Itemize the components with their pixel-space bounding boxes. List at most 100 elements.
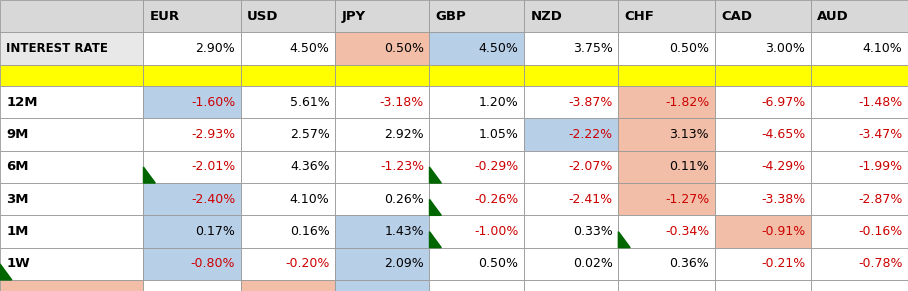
Bar xyxy=(618,151,715,183)
Text: 3.17%: 3.17% xyxy=(384,290,424,291)
Text: AUD: AUD xyxy=(817,10,849,23)
Text: 0.50%: 0.50% xyxy=(669,42,709,55)
Bar xyxy=(143,0,241,32)
Text: 0.50%: 0.50% xyxy=(479,257,518,270)
Bar xyxy=(241,32,335,65)
Text: 0.11%: 0.11% xyxy=(669,160,709,173)
Bar xyxy=(811,183,908,215)
Text: 4.10%: 4.10% xyxy=(290,193,330,206)
Bar xyxy=(143,215,241,248)
Bar xyxy=(143,65,241,86)
Bar xyxy=(715,280,811,291)
Text: 3.13%: 3.13% xyxy=(669,128,709,141)
Text: 5.61%: 5.61% xyxy=(290,96,330,109)
Text: 0.50%: 0.50% xyxy=(384,42,424,55)
Bar xyxy=(811,86,908,118)
Bar xyxy=(811,280,908,291)
Bar xyxy=(0,183,143,215)
Bar xyxy=(429,151,524,183)
Bar xyxy=(618,183,715,215)
Text: -0.78%: -0.78% xyxy=(858,257,903,270)
Bar xyxy=(241,118,335,151)
Bar xyxy=(241,151,335,183)
Bar xyxy=(335,0,429,32)
Text: -0.80%: -0.80% xyxy=(191,257,235,270)
Bar xyxy=(811,65,908,86)
Bar xyxy=(335,215,429,248)
Bar xyxy=(335,280,429,291)
Bar xyxy=(715,65,811,86)
Text: 0.26%: 0.26% xyxy=(384,193,424,206)
Bar xyxy=(143,248,241,280)
Bar xyxy=(241,215,335,248)
Text: 0.16%: 0.16% xyxy=(290,225,330,238)
Bar xyxy=(335,65,429,86)
Text: 0.94%: 0.94% xyxy=(479,290,518,291)
Bar xyxy=(524,65,618,86)
Bar xyxy=(811,0,908,32)
Bar xyxy=(618,215,715,248)
Text: -0.20%: -0.20% xyxy=(285,257,330,270)
Text: 2.09%: 2.09% xyxy=(384,257,424,270)
Text: 2.57%: 2.57% xyxy=(290,128,330,141)
Text: EUR: EUR xyxy=(150,10,180,23)
Text: -4.65%: -4.65% xyxy=(761,128,805,141)
Bar xyxy=(0,248,143,280)
Text: -2.22%: -2.22% xyxy=(568,128,613,141)
Bar xyxy=(143,86,241,118)
Bar xyxy=(0,118,143,151)
Bar xyxy=(429,0,524,32)
Bar xyxy=(429,280,524,291)
Bar xyxy=(0,65,143,86)
Text: 0.02%: 0.02% xyxy=(573,257,613,270)
Bar xyxy=(524,280,618,291)
Bar xyxy=(811,118,908,151)
Polygon shape xyxy=(429,167,441,183)
Text: 0.47%: 0.47% xyxy=(669,290,709,291)
Text: USD: USD xyxy=(247,10,279,23)
Text: CHF: CHF xyxy=(625,10,655,23)
Bar xyxy=(335,183,429,215)
Bar xyxy=(811,32,908,65)
Bar xyxy=(335,151,429,183)
Text: -2.01%: -2.01% xyxy=(191,160,235,173)
Bar xyxy=(143,280,241,291)
Text: -3.47%: -3.47% xyxy=(858,128,903,141)
Text: JPY: JPY xyxy=(341,10,366,23)
Bar xyxy=(524,248,618,280)
Bar xyxy=(715,215,811,248)
Bar xyxy=(618,248,715,280)
Bar xyxy=(524,0,618,32)
Bar xyxy=(0,0,143,32)
Polygon shape xyxy=(143,167,155,183)
Text: -3.38%: -3.38% xyxy=(761,193,805,206)
Bar xyxy=(524,86,618,118)
Bar xyxy=(524,183,618,215)
Polygon shape xyxy=(618,232,630,248)
Bar xyxy=(618,118,715,151)
Bar xyxy=(429,248,524,280)
Text: -1.00%: -1.00% xyxy=(474,225,518,238)
Bar xyxy=(143,183,241,215)
Bar xyxy=(241,65,335,86)
Bar xyxy=(0,86,143,118)
Bar xyxy=(715,32,811,65)
Text: 1W: 1W xyxy=(6,257,30,270)
Text: -1.48%: -1.48% xyxy=(858,96,903,109)
Text: 1.85%: 1.85% xyxy=(765,290,805,291)
Bar xyxy=(618,32,715,65)
Text: 0.33%: 0.33% xyxy=(863,290,903,291)
Text: -3.87%: -3.87% xyxy=(568,96,613,109)
Bar xyxy=(143,32,241,65)
Text: -1.82%: -1.82% xyxy=(665,96,709,109)
Text: -2.40%: -2.40% xyxy=(191,193,235,206)
Text: 1.20%: 1.20% xyxy=(479,96,518,109)
Text: -0.74%: -0.74% xyxy=(191,290,235,291)
Text: -0.16%: -0.16% xyxy=(858,225,903,238)
Text: 12M: 12M xyxy=(6,96,38,109)
Bar xyxy=(0,32,143,65)
Bar xyxy=(715,86,811,118)
Text: -1.27%: -1.27% xyxy=(665,193,709,206)
Bar xyxy=(618,280,715,291)
Bar xyxy=(715,183,811,215)
